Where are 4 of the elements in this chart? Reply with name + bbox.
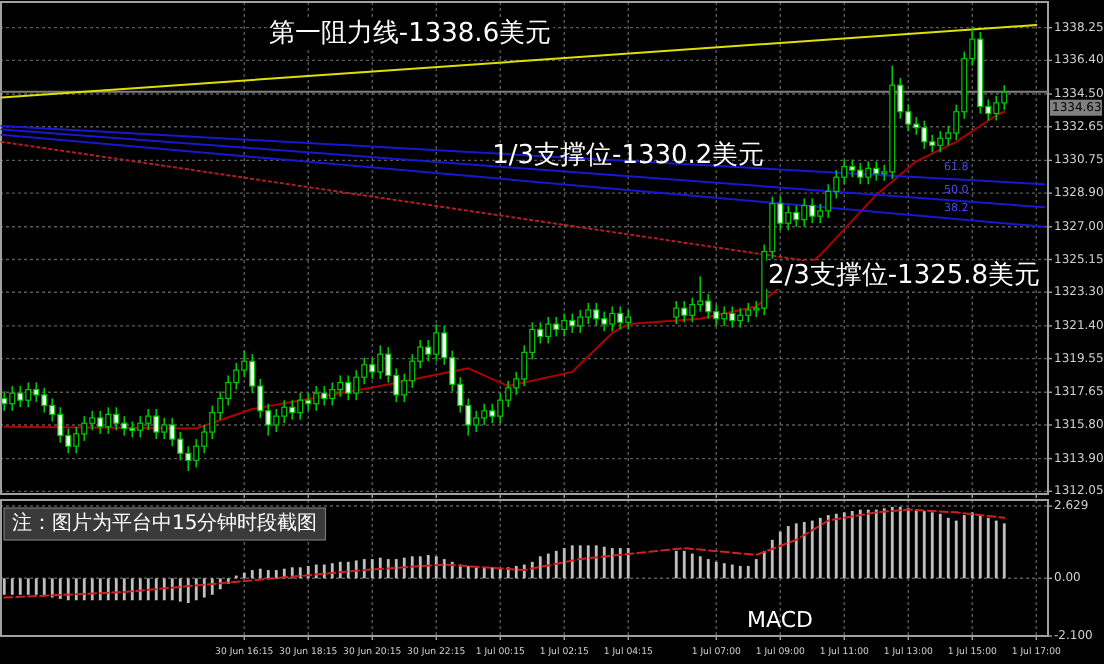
annotation: 2/3支撑位-1325.8美元	[767, 259, 1041, 291]
annotation: MACD	[747, 607, 813, 633]
annotation: 注：图片为平台中15分钟时段截图	[12, 511, 318, 535]
annotation: 第一阻力线-1338.6美元	[268, 17, 552, 49]
